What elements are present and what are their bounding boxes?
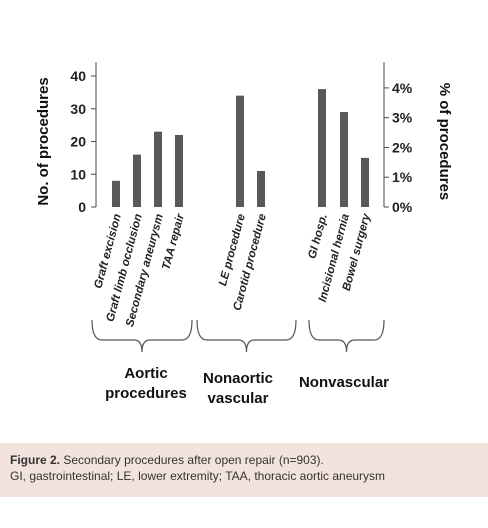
y-tick-label-left: 10	[70, 166, 86, 182]
y-tick-label-right: 2%	[392, 139, 413, 155]
group-brace	[91, 319, 193, 353]
secondary-procedures-chart: 0 10 20 30 40 No. of procedures 0% 1% 2% 3% 4% % of…	[35, 62, 453, 407]
figure-caption: Figure 2. Secondary procedures after ope…	[0, 443, 488, 497]
category-label: GI hosp.	[306, 213, 329, 261]
bar	[175, 134, 183, 207]
bar	[257, 170, 265, 207]
y-tick-label-right: 0%	[392, 199, 413, 215]
y-tick-label-right: 3%	[392, 110, 413, 126]
group-label: Nonvascular	[299, 374, 389, 391]
bar	[112, 180, 120, 207]
caption-line-2: GI, gastrointestinal; LE, lower extremit…	[10, 469, 386, 483]
group-brace	[308, 319, 385, 353]
y-tick-label-right: 1%	[392, 169, 413, 185]
group-label: procedures	[105, 385, 187, 402]
y-axis-title-left: No. of procedures	[35, 77, 52, 205]
y-tick-label-left: 0	[78, 199, 86, 215]
bar	[236, 95, 244, 207]
y-tick-label-left: 20	[70, 134, 86, 150]
bar	[340, 112, 348, 207]
group-brace	[196, 319, 297, 353]
y-tick-label-left: 30	[70, 101, 86, 117]
y-tick-label-right: 4%	[392, 80, 413, 96]
group-label: Nonaortic	[203, 370, 273, 387]
bar	[133, 154, 141, 207]
figure-number: Figure 2.	[10, 453, 61, 467]
group-label: Aortic	[124, 365, 167, 382]
y-tick-label-left: 40	[70, 68, 86, 84]
caption-line-1: Figure 2. Secondary procedures after ope…	[10, 452, 478, 468]
caption-text: Secondary procedures after open repair (…	[63, 453, 324, 467]
bar	[154, 131, 162, 207]
group-label: vascular	[208, 390, 269, 407]
bar	[318, 89, 326, 207]
y-axis-title-right: % of procedures	[436, 83, 453, 201]
bar	[361, 157, 369, 207]
